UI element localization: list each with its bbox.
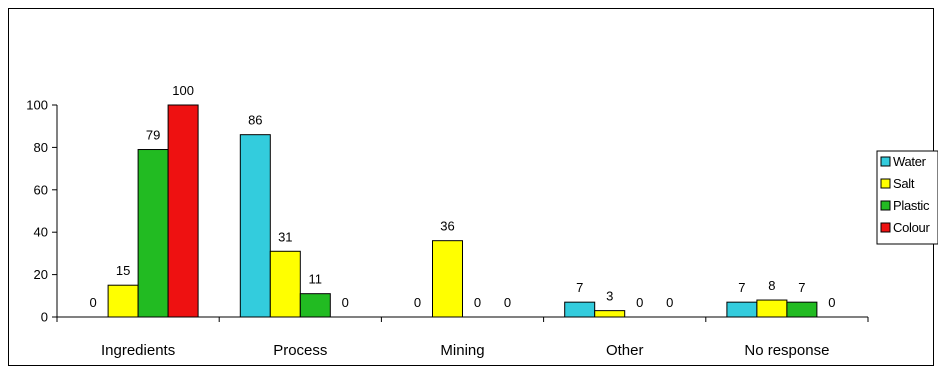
legend-swatch: [880, 222, 891, 233]
legend-swatch: [880, 178, 891, 189]
y-tick-label: 0: [41, 310, 48, 325]
y-tick-label: 100: [26, 98, 48, 113]
data-label: 0: [342, 295, 349, 310]
data-label: 0: [414, 295, 421, 310]
bar: [167, 104, 199, 318]
data-label: 100: [172, 83, 194, 98]
x-category-label: Mining: [440, 342, 484, 359]
bar: [299, 293, 331, 318]
x-category-label: Ingredients: [101, 342, 175, 359]
data-label: 0: [828, 295, 835, 310]
data-label: 0: [636, 295, 643, 310]
data-label: 0: [666, 295, 673, 310]
x-category-label: Process: [273, 342, 327, 359]
data-label: 8: [768, 278, 775, 293]
bar: [432, 240, 463, 318]
data-label: 11: [309, 272, 323, 287]
y-tick-label: 40: [34, 225, 48, 240]
legend-swatch: [880, 156, 891, 167]
bar: [107, 284, 139, 318]
bar: [269, 250, 301, 318]
bar: [786, 301, 818, 318]
x-category-label: No response: [744, 342, 829, 359]
data-label: 86: [248, 113, 262, 128]
data-label: 7: [576, 280, 583, 295]
legend-label: Colour: [893, 220, 930, 235]
data-label: 3: [606, 289, 613, 304]
legend: Water Salt Plastic Colour: [876, 150, 938, 245]
data-label: 0: [474, 295, 481, 310]
y-tick-label: 20: [34, 267, 48, 282]
bar: [137, 149, 169, 318]
data-label: 0: [504, 295, 511, 310]
data-label: 36: [440, 219, 454, 234]
bars: [107, 104, 818, 318]
data-label: 0: [89, 295, 96, 310]
data-label: 79: [146, 128, 160, 143]
y-tick-label: 80: [34, 140, 48, 155]
bar: [756, 299, 788, 318]
data-label: 31: [278, 229, 292, 244]
bar: [726, 301, 758, 318]
legend-label: Plastic: [893, 198, 930, 213]
data-label: 15: [116, 263, 130, 278]
data-labels: 0 15 79 100 86 31 11 0 0 36 0 0 7 3 0 0 7 8 7 0: [89, 83, 835, 310]
legend-swatch: [880, 200, 891, 211]
y-axis: 0 20 40 60 80 100: [26, 98, 58, 325]
bar: [239, 134, 271, 318]
bar: [564, 301, 596, 318]
x-category-label: Other: [606, 342, 644, 359]
legend-label: Water: [893, 154, 927, 169]
legend-label: Salt: [893, 176, 915, 191]
x-axis: Ingredients Process Mining Other No response: [56, 316, 869, 359]
data-label: 7: [798, 280, 805, 295]
bar: [594, 310, 626, 318]
data-label: 7: [738, 280, 745, 295]
y-tick-label: 60: [34, 182, 48, 197]
